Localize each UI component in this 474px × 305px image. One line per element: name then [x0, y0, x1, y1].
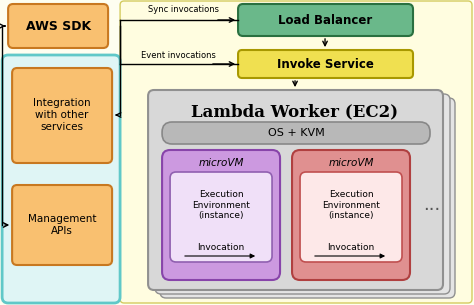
Text: Execution
Environment
(instance): Execution Environment (instance): [192, 190, 250, 220]
Text: AWS SDK: AWS SDK: [26, 20, 91, 33]
Text: Lambda Worker (EC2): Lambda Worker (EC2): [191, 103, 399, 120]
Text: Integration
with other
services: Integration with other services: [33, 99, 91, 131]
Text: microVM: microVM: [328, 158, 374, 168]
FancyBboxPatch shape: [120, 1, 472, 303]
Text: OS + KVM: OS + KVM: [268, 128, 324, 138]
FancyBboxPatch shape: [148, 90, 443, 290]
Text: Load Balancer: Load Balancer: [278, 13, 372, 27]
FancyBboxPatch shape: [2, 55, 120, 303]
Text: microVM: microVM: [198, 158, 244, 168]
FancyBboxPatch shape: [155, 94, 450, 294]
FancyBboxPatch shape: [8, 4, 108, 48]
Text: Invocation: Invocation: [198, 243, 245, 253]
Text: Invoke Service: Invoke Service: [277, 58, 374, 70]
FancyBboxPatch shape: [300, 172, 402, 262]
FancyBboxPatch shape: [162, 150, 280, 280]
FancyBboxPatch shape: [162, 122, 430, 144]
FancyBboxPatch shape: [170, 172, 272, 262]
Text: Management
APIs: Management APIs: [28, 214, 96, 236]
Text: Event invocations: Event invocations: [141, 52, 216, 60]
FancyBboxPatch shape: [12, 185, 112, 265]
FancyBboxPatch shape: [238, 50, 413, 78]
Text: Execution
Environment
(instance): Execution Environment (instance): [322, 190, 380, 220]
Text: ...: ...: [423, 196, 441, 214]
FancyBboxPatch shape: [160, 98, 455, 298]
FancyBboxPatch shape: [12, 68, 112, 163]
Text: Sync invocations: Sync invocations: [147, 5, 219, 15]
FancyBboxPatch shape: [238, 4, 413, 36]
FancyBboxPatch shape: [292, 150, 410, 280]
Text: Invocation: Invocation: [328, 243, 374, 253]
